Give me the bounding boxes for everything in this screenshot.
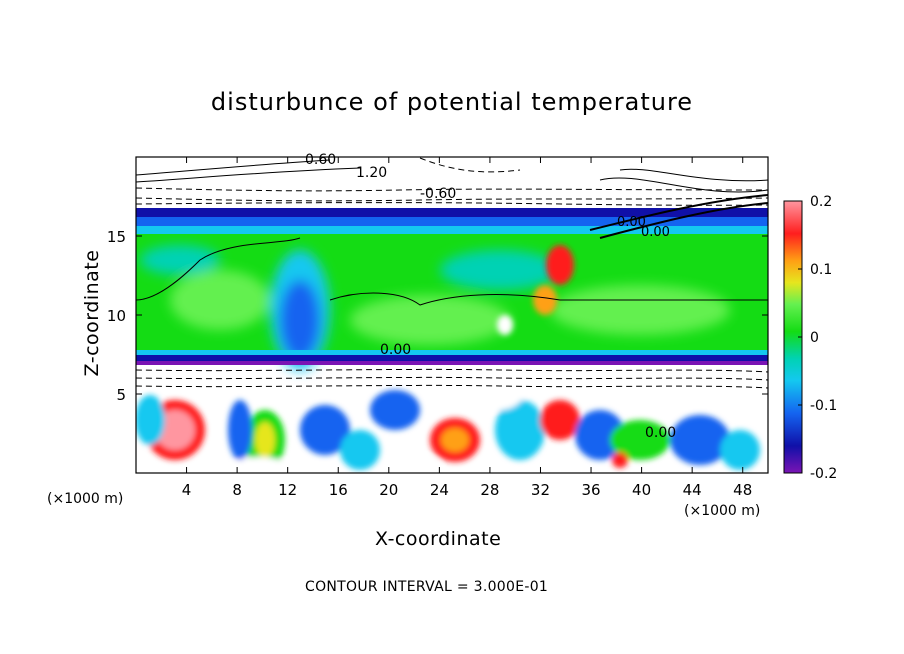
contour-label: 0.00	[641, 225, 670, 240]
chart-title: disturbunce of potential temperature	[210, 88, 694, 116]
x-axis-ticks: 4 8 12 16 20 24 28 32 36 40 44 48	[182, 157, 752, 499]
field-layer	[136, 157, 768, 473]
x-axis-label: X-coordinate	[375, 528, 502, 550]
x-tick-label: 36	[581, 481, 600, 499]
contour-label: 0.00	[617, 215, 646, 230]
x-tick-label: 40	[632, 481, 651, 499]
contour-label: 1.20	[356, 165, 387, 181]
x-unit-label: (×1000 m)	[684, 503, 761, 519]
y-tick-label: 10	[107, 307, 126, 325]
colorbar-tick-label: 0.1	[810, 262, 832, 278]
x-tick-label: 44	[683, 481, 702, 499]
contour-label: 0.00	[645, 425, 676, 441]
contour-label: 0.00	[380, 342, 411, 358]
colorbar-ticks: 0.2 0.1 0 -0.1 -0.2	[798, 194, 837, 482]
x-tick-label: 12	[278, 481, 297, 499]
contour-interval-note: CONTOUR INTERVAL = 3.000E-01	[305, 579, 549, 595]
colorbar-tick-label: -0.1	[810, 398, 837, 414]
x-tick-label: 20	[379, 481, 398, 499]
x-tick-label: 16	[329, 481, 348, 499]
contour-label: -0.60	[420, 186, 456, 202]
z-unit-label: (×1000 m)	[47, 491, 124, 507]
x-tick-label: 28	[480, 481, 499, 499]
colorbar-tick-label: 0.2	[810, 194, 832, 210]
x-tick-label: 32	[531, 481, 550, 499]
y-axis-label: Z-coordinate	[81, 249, 103, 377]
contour-label: 0.60	[305, 152, 336, 168]
y-axis-ticks: 5 10 15	[107, 228, 768, 404]
y-tick-label: 15	[107, 228, 126, 246]
x-tick-label: 4	[182, 481, 192, 499]
y-tick-label: 5	[116, 386, 126, 404]
colorbar-tick-label: 0	[810, 330, 819, 346]
colorbar-tick-label: -0.2	[810, 466, 837, 482]
x-tick-label: 48	[733, 481, 752, 499]
x-tick-label: 8	[232, 481, 242, 499]
x-tick-label: 24	[430, 481, 449, 499]
